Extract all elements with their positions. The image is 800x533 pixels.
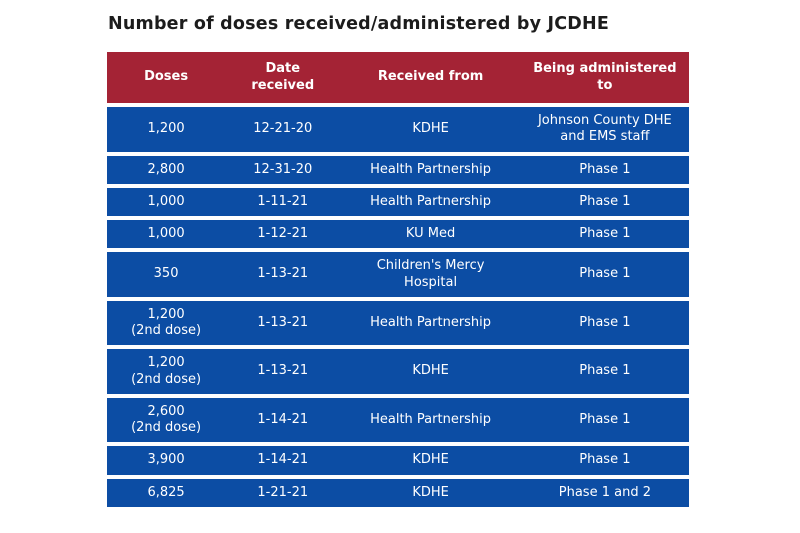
cell-received-from: Health Partnership [370, 193, 492, 209]
cell-date-received: 1-21-21 [257, 484, 309, 500]
cell-being-administered-to: Phase 1 [579, 411, 631, 427]
column-header-received-from: Received from [377, 69, 484, 85]
table-row: 2,800 12-31-20 Health Partnership Phase 1 [107, 155, 689, 184]
cell-received-from: Children's Mercy Hospital [376, 258, 485, 290]
cell-received-from: KU Med [405, 226, 456, 241]
cell-doses: 350 [153, 266, 179, 282]
cell-doses: 1,200 (2nd dose) [131, 306, 202, 338]
cell-doses: 6,825 [147, 484, 185, 500]
cell-being-administered-to: Phase 1 [579, 363, 631, 379]
cell-received-from: KDHE [412, 121, 449, 137]
cell-received-from: Health Partnership [370, 161, 492, 177]
cell-date-received: 12-21-20 [253, 121, 313, 137]
table-row: 1,200 (2nd dose) 1-13-21 KDHE Phase 1 [107, 349, 689, 394]
cell-received-from: KDHE [412, 484, 449, 500]
page-title: Number of doses received/administered by… [108, 14, 609, 34]
cell-being-administered-to: Phase 1 [579, 452, 631, 468]
cell-doses: 3,900 [147, 452, 185, 468]
cell-date-received: 1-14-21 [257, 411, 309, 427]
cell-being-administered-to: Phase 1 [579, 314, 631, 330]
cell-date-received: 1-13-21 [257, 363, 309, 379]
cell-doses: 2,800 [147, 161, 185, 177]
cell-date-received: 1-13-21 [257, 314, 309, 330]
table-row: 3,900 1-14-21 KDHE Phase 1 [107, 446, 689, 475]
cell-received-from: Health Partnership [370, 411, 492, 427]
cell-date-received: 1-12-21 [257, 226, 309, 241]
cell-received-from: Health Partnership [370, 314, 492, 330]
table-header-row: Doses Date received Received from Being adm… [107, 52, 689, 103]
cell-date-received: 1-14-21 [257, 452, 309, 468]
table-row: 1,200 (2nd dose) 1-13-21 Health Partnershi… [107, 300, 689, 346]
table-row: 2,600 (2nd dose) 1-14-21 Health Partnershi… [107, 397, 689, 443]
cell-being-administered-to: Phase 1 [579, 161, 631, 177]
cell-being-administered-to: Phase 1 [579, 226, 631, 241]
cell-being-administered-to: Phase 1 [579, 266, 631, 282]
cell-doses: 1,200 [147, 121, 185, 137]
cell-being-administered-to: Johnson County DHE and EMS staff [537, 113, 672, 145]
table-row: 350 1-13-21 Children's Mercy Hospital Phase… [107, 252, 689, 297]
column-header-doses: Doses [144, 69, 189, 85]
cell-doses: 1,200 (2nd dose) [131, 355, 202, 387]
cell-doses: 1,000 [147, 193, 185, 209]
table-row: 1,000 1-12-21 KU Med Phase 1 [107, 220, 689, 249]
cell-date-received: 12-31-20 [253, 161, 313, 177]
column-header-being-administered-to: Being administered to [533, 61, 677, 93]
cell-received-from: KDHE [412, 363, 449, 379]
cell-received-from: KDHE [412, 452, 449, 468]
cell-doses: 2,600 (2nd dose) [131, 403, 202, 435]
table-row: 6,825 1-21-21 KDHE Phase 1 and 2 [107, 478, 689, 507]
table-row: 1,200 12-21-20 KDHE Johnson County DHE and … [107, 107, 689, 152]
cell-being-administered-to: Phase 1 [579, 193, 631, 209]
cell-being-administered-to: Phase 1 and 2 [558, 484, 651, 500]
doses-table: Doses Date received Received from Being adm… [107, 52, 689, 507]
table-row: 1,000 1-11-21 Health Partnership Phase 1 [107, 187, 689, 216]
cell-date-received: 1-13-21 [257, 266, 309, 282]
cell-date-received: 1-11-21 [257, 193, 309, 209]
cell-doses: 1,000 [147, 226, 185, 241]
column-header-date-received: Date received [251, 61, 315, 93]
